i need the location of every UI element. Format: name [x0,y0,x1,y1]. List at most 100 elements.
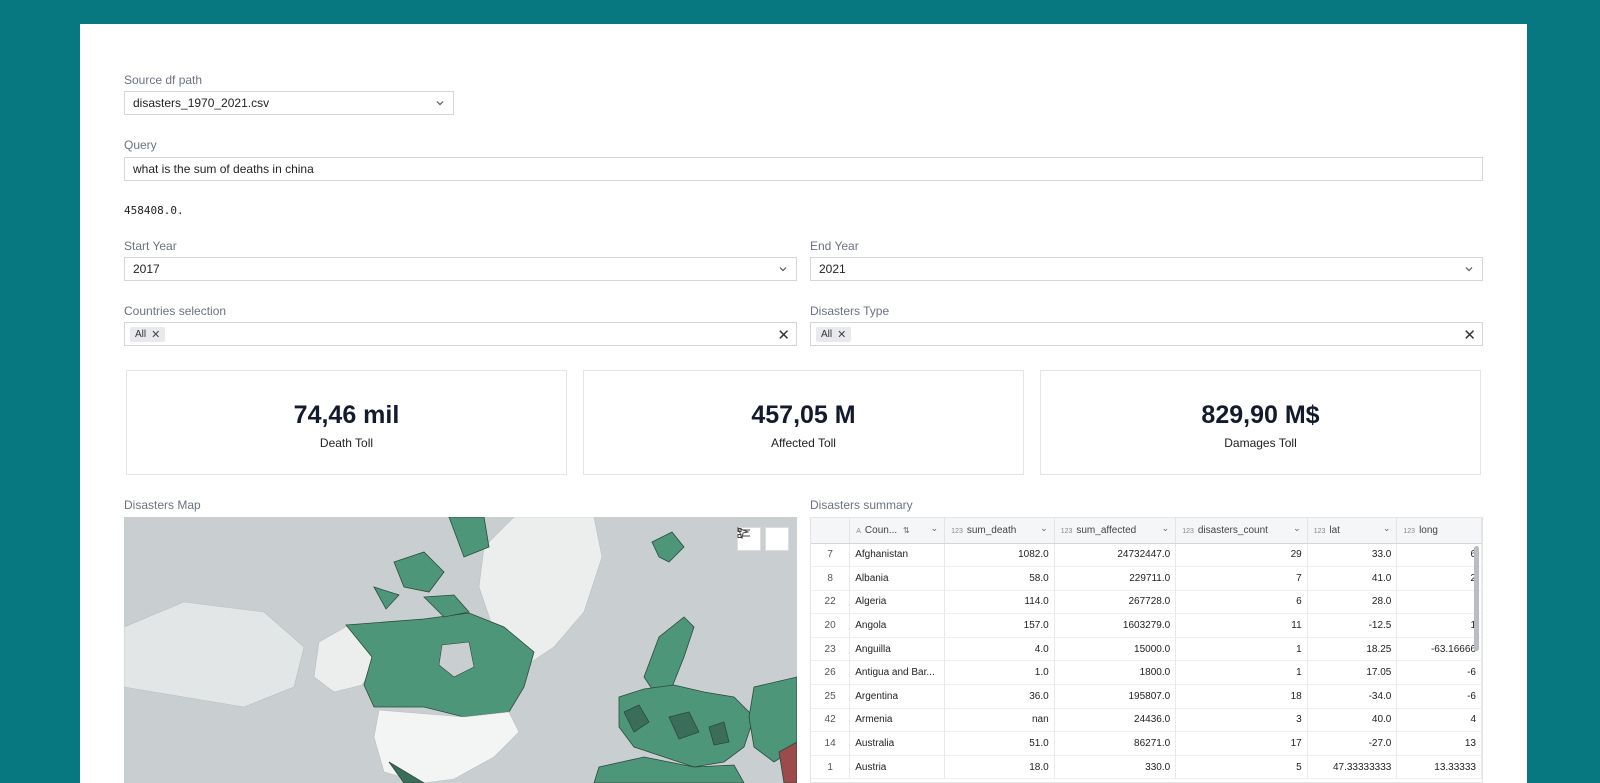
cell-long[interactable]: 2 [1396,566,1482,591]
cell-disasters-count[interactable]: 5 [1175,755,1308,780]
cell-long[interactable]: 13 [1396,731,1482,756]
cell-sum-death[interactable]: 4.0 [944,637,1055,662]
table-row[interactable]: 25 Argentina 36.0 195807.0 18 -34.0 -6 [811,684,1482,709]
cell-sum-death[interactable]: 36.0 [944,684,1055,709]
countries-chip[interactable]: All ✕ [130,326,166,342]
chevron-down-icon[interactable]: ⌄ [1293,523,1301,533]
cell-disasters-count[interactable]: 29 [1175,543,1308,568]
cell-disasters-count[interactable]: 18 [1175,684,1308,709]
vertical-scrollbar[interactable] [1474,546,1479,651]
cell-disasters-count[interactable]: 1 [1175,637,1308,662]
table-row[interactable]: 42 Armenia nan 24436.0 3 40.0 4 [811,708,1482,733]
query-input[interactable]: what is the sum of deaths in china [124,157,1483,181]
cell-lat[interactable]: 33.0 [1307,543,1398,568]
legend-icon[interactable] [737,527,789,551]
column-header-country[interactable]: A Coun... ⇅ ⌄ [849,518,946,544]
cell-lat[interactable]: 17.05 [1307,660,1398,686]
cell-long[interactable]: 6 [1396,543,1482,568]
cell-sum-affected[interactable]: 330.0 [1054,755,1177,780]
chevron-down-icon[interactable]: ⌄ [1382,523,1391,533]
cell-sum-death[interactable]: 58.0 [944,566,1055,591]
map-canvas[interactable] [124,517,797,783]
cell-lat[interactable]: 28.0 [1307,590,1398,615]
column-header-sum-affected[interactable]: 123 sum_affected ⌄ [1054,518,1177,544]
cell-sum-affected[interactable]: 15000.0 [1054,637,1177,662]
cell-long[interactable]: -6 [1396,660,1482,686]
cell-sum-affected[interactable]: 24732447.0 [1054,543,1177,568]
cell-country[interactable]: Argentina [849,684,946,709]
cell-country[interactable]: Antigua and Bar... [849,660,946,686]
clear-countries-icon[interactable]: ✕ [777,327,790,344]
cell-long[interactable]: 13.33333 [1396,755,1482,780]
cell-long[interactable] [1396,590,1482,615]
table-row[interactable]: 1 Austria 18.0 330.0 5 47.33333333 13.33333 [811,755,1482,780]
cell-lat[interactable]: 40.0 [1307,708,1398,733]
cell-country[interactable]: Algeria [849,590,946,615]
cell-long[interactable]: -6 [1396,684,1482,709]
cell-disasters-count[interactable]: 3 [1175,708,1308,733]
cell-sum-death[interactable]: 18.0 [944,755,1055,780]
cell-country[interactable]: Afghanistan [849,543,946,568]
cell-sum-death[interactable]: 1.0 [944,660,1055,686]
cell-lat[interactable]: -34.0 [1307,684,1398,709]
cell-lat[interactable]: 41.0 [1307,566,1398,591]
cell-sum-affected[interactable]: 267728.0 [1054,590,1177,615]
cell-sum-affected[interactable]: 229711.0 [1054,566,1177,591]
cell-long[interactable]: 4 [1396,708,1482,733]
countries-multiselect[interactable]: All ✕ ✕ [124,322,797,346]
cell-sum-affected[interactable]: 1603279.0 [1054,613,1177,638]
close-icon[interactable]: ✕ [837,328,847,341]
chevron-down-icon[interactable]: ⌄ [930,523,939,533]
table-row[interactable]: 23 Anguilla 4.0 15000.0 1 18.25 -63.16666 [811,637,1482,662]
column-header-disasters-count[interactable]: 123 disasters_count ⌄ [1175,518,1308,544]
cell-sum-affected[interactable]: 1800.0 [1054,660,1177,686]
cell-sum-affected[interactable]: 195807.0 [1054,684,1177,709]
disasters-summary-grid[interactable]: A Coun... ⇅ ⌄ 123 sum_death ⌄ 123 sum_affecte… [810,517,1483,783]
cell-sum-death[interactable]: 51.0 [944,731,1055,756]
cell-country[interactable]: Albania [849,566,946,591]
cell-sum-death[interactable]: 114.0 [944,590,1055,615]
sort-icon[interactable]: ⇅ [902,525,910,535]
cell-country[interactable]: Austria [849,755,946,780]
cell-disasters-count[interactable]: 1 [1175,660,1308,686]
chevron-down-icon[interactable]: ⌄ [1040,523,1048,533]
disaster-type-multiselect[interactable]: All ✕ ✕ [810,322,1483,346]
cell-disasters-count[interactable]: 17 [1175,731,1308,756]
table-row[interactable]: 26 Antigua and Bar... 1.0 1800.0 1 17.05 -6 [811,660,1482,686]
cell-sum-death[interactable]: 157.0 [944,613,1055,638]
close-icon[interactable]: ✕ [151,328,161,341]
cell-country[interactable]: Australia [849,731,946,756]
table-row[interactable]: 22 Algeria 114.0 267728.0 6 28.0 [811,590,1482,615]
start-year-select[interactable]: 2017 [124,257,797,281]
end-year-select[interactable]: 2021 [810,257,1483,281]
cell-sum-death[interactable]: nan [944,708,1055,733]
column-header-sum-death[interactable]: 123 sum_death ⌄ [944,518,1055,544]
cell-country[interactable]: Armenia [849,708,946,733]
column-header-long[interactable]: 123 long [1396,518,1482,544]
cell-sum-affected[interactable]: 86271.0 [1054,731,1177,756]
cell-country[interactable]: Angola [849,613,946,638]
start-year-value: 2017 [133,262,160,276]
cell-disasters-count[interactable]: 6 [1175,590,1308,615]
cell-sum-death[interactable]: 1082.0 [944,543,1055,568]
cell-long[interactable]: -63.16666 [1396,637,1482,662]
source-select[interactable]: disasters_1970_2021.csv [124,91,454,115]
cell-lat[interactable]: 47.33333333 [1307,755,1398,780]
cell-lat[interactable]: -12.5 [1307,613,1398,638]
cell-country[interactable]: Anguilla [849,637,946,662]
disaster-type-chip[interactable]: All ✕ [816,326,852,342]
cell-disasters-count[interactable]: 7 [1175,566,1308,591]
table-row[interactable]: 14 Australia 51.0 86271.0 17 -27.0 13 [811,731,1482,756]
column-header-lat[interactable]: 123 lat ⌄ [1307,518,1398,544]
clear-disaster-type-icon[interactable]: ✕ [1463,327,1476,344]
cell-lat[interactable]: 18.25 [1307,637,1398,662]
cell-long[interactable]: 1 [1396,613,1482,638]
cell-sum-affected[interactable]: 24436.0 [1054,708,1177,733]
chevron-down-icon[interactable]: ⌄ [1161,523,1170,533]
cell-disasters-count[interactable]: 11 [1175,613,1308,638]
disasters-map[interactable] [124,517,797,783]
cell-lat[interactable]: -27.0 [1307,731,1398,756]
